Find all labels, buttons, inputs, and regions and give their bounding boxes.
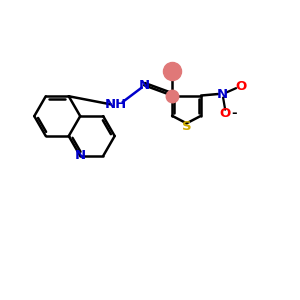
Text: -: - [231,107,237,120]
Text: O: O [220,107,231,120]
Text: O: O [235,80,246,93]
Text: N: N [75,149,86,162]
Text: N: N [217,88,228,100]
Text: NH: NH [105,98,127,111]
Text: N: N [139,79,150,92]
Text: S: S [182,120,191,133]
